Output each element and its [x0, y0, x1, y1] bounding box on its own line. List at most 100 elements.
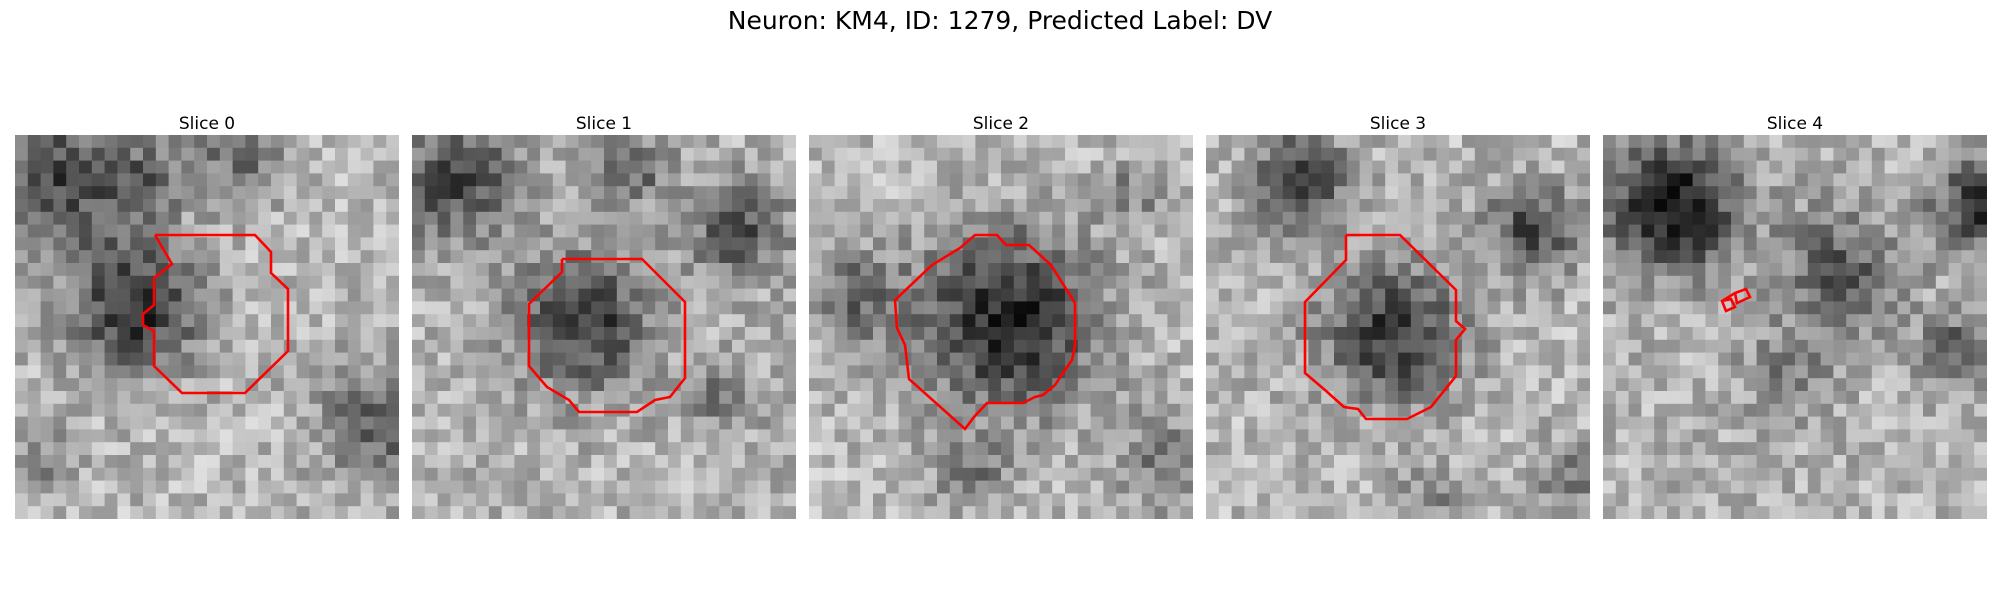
image-pixel	[911, 186, 925, 200]
image-pixel	[1551, 314, 1565, 328]
image-pixel	[373, 211, 387, 225]
image-pixel	[924, 301, 938, 315]
image-pixel	[1871, 211, 1885, 225]
image-pixel	[1705, 288, 1719, 302]
image-pixel	[1474, 199, 1488, 213]
image-pixel	[616, 467, 630, 481]
image-pixel	[1769, 263, 1783, 277]
image-pixel	[911, 147, 925, 161]
image-pixel	[15, 339, 29, 353]
image-pixel	[1090, 339, 1104, 353]
image-pixel	[1231, 250, 1245, 264]
image-pixel	[975, 455, 989, 469]
image-pixel	[911, 135, 925, 149]
image-pixel	[578, 339, 592, 353]
image-pixel	[1705, 506, 1719, 519]
image-pixel	[1500, 429, 1514, 443]
image-pixel	[1167, 314, 1181, 328]
image-pixel	[719, 365, 733, 379]
image-pixel	[1679, 135, 1693, 149]
image-pixel	[1180, 352, 1193, 366]
image-pixel	[809, 135, 823, 149]
image-pixel	[271, 352, 285, 366]
image-pixel	[847, 403, 861, 417]
image-pixel	[770, 263, 784, 277]
image-pixel	[1782, 275, 1796, 289]
image-pixel	[783, 135, 796, 149]
image-pixel	[476, 224, 490, 238]
image-pixel	[873, 237, 887, 251]
image-pixel	[1935, 135, 1949, 149]
image-pixel	[937, 237, 951, 251]
image-pixel	[1756, 327, 1770, 341]
image-pixel	[271, 224, 285, 238]
image-pixel	[424, 147, 438, 161]
image-pixel	[1807, 135, 1821, 149]
image-pixel	[988, 339, 1002, 353]
image-pixel	[1449, 250, 1463, 264]
image-pixel	[1577, 455, 1590, 469]
image-pixel	[924, 378, 938, 392]
image-pixel	[706, 327, 720, 341]
image-pixel	[732, 224, 746, 238]
image-pixel	[604, 365, 618, 379]
image-pixel	[629, 493, 643, 507]
image-pixel	[1654, 147, 1668, 161]
image-pixel	[1013, 275, 1027, 289]
image-pixel	[1244, 275, 1258, 289]
slice-image	[1603, 135, 1987, 519]
image-pixel	[873, 314, 887, 328]
image-pixel	[1167, 467, 1181, 481]
image-pixel	[591, 135, 605, 149]
image-pixel	[1026, 480, 1040, 494]
image-pixel	[1833, 237, 1847, 251]
image-pixel	[1436, 480, 1450, 494]
image-pixel	[1103, 365, 1117, 379]
image-pixel	[476, 301, 490, 315]
image-pixel	[1180, 455, 1193, 469]
image-pixel	[527, 250, 541, 264]
image-pixel	[143, 416, 157, 430]
image-pixel	[1372, 263, 1386, 277]
image-pixel	[719, 403, 733, 417]
image-pixel	[501, 416, 515, 430]
image-pixel	[1820, 403, 1834, 417]
image-pixel	[1308, 429, 1322, 443]
image-pixel	[1603, 314, 1617, 328]
image-pixel	[1436, 339, 1450, 353]
image-pixel	[27, 211, 41, 225]
image-pixel	[552, 403, 566, 417]
image-pixel	[1577, 250, 1590, 264]
image-pixel	[1923, 403, 1937, 417]
image-pixel	[194, 365, 208, 379]
image-pixel	[143, 480, 157, 494]
image-pixel	[565, 416, 579, 430]
image-pixel	[1474, 301, 1488, 315]
image-pixel	[1615, 173, 1629, 187]
image-pixel	[552, 250, 566, 264]
image-pixel	[1001, 199, 1015, 213]
image-pixel	[873, 135, 887, 149]
image-pixel	[783, 263, 796, 277]
image-pixel	[258, 429, 272, 443]
image-pixel	[565, 480, 579, 494]
image-pixel	[1462, 135, 1476, 149]
image-pixel	[591, 237, 605, 251]
image-pixel	[104, 442, 118, 456]
image-pixel	[540, 416, 554, 430]
image-pixel	[1436, 211, 1450, 225]
image-pixel	[501, 455, 515, 469]
image-pixel	[642, 416, 656, 430]
image-pixel	[437, 493, 451, 507]
image-pixel	[1974, 455, 1987, 469]
image-pixel	[1116, 135, 1130, 149]
image-pixel	[1628, 314, 1642, 328]
image-pixel	[847, 429, 861, 443]
image-pixel	[1692, 391, 1706, 405]
image-pixel	[1410, 352, 1424, 366]
image-pixel	[1129, 493, 1143, 507]
image-pixel	[245, 250, 259, 264]
image-pixel	[1436, 314, 1450, 328]
image-pixel	[1090, 211, 1104, 225]
image-pixel	[1654, 480, 1668, 494]
